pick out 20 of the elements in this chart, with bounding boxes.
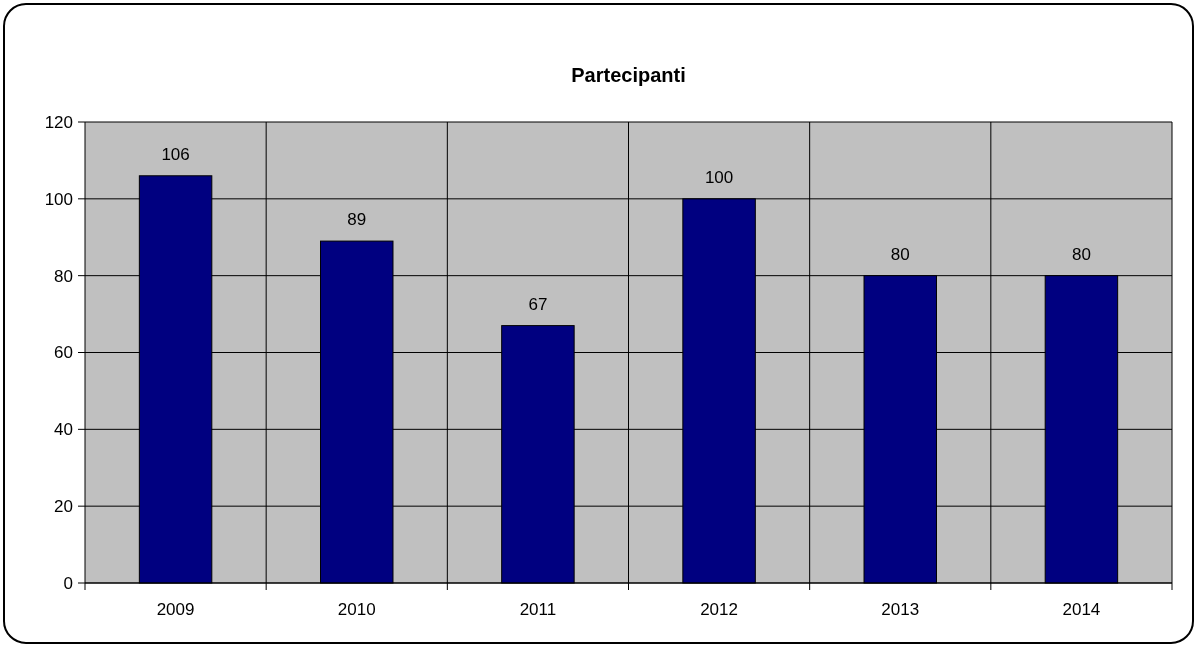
y-tick-label: 100: [44, 189, 73, 209]
data-label: 80: [890, 244, 910, 264]
data-label: 80: [1071, 244, 1091, 264]
y-tick-label: 0: [63, 573, 73, 593]
data-label: 100: [704, 167, 734, 187]
y-tick-label: 80: [54, 266, 73, 286]
x-tick-label: 2011: [519, 600, 557, 619]
x-tick-label: 2013: [881, 600, 920, 619]
data-label: 67: [528, 294, 548, 314]
y-tick-label: 20: [54, 497, 73, 517]
y-tick-label: 40: [54, 420, 73, 440]
data-label: 106: [161, 144, 190, 164]
data-label: 89: [347, 210, 367, 230]
chart-title: Partecipanti: [571, 64, 686, 86]
y-tick-label: 120: [44, 112, 73, 132]
x-tick-label: 2009: [156, 600, 195, 619]
x-tick-label: 2012: [700, 600, 738, 619]
y-tick-label: 60: [54, 343, 73, 363]
x-tick-label: 2010: [337, 600, 376, 619]
x-tick-label: 2014: [1062, 600, 1101, 619]
